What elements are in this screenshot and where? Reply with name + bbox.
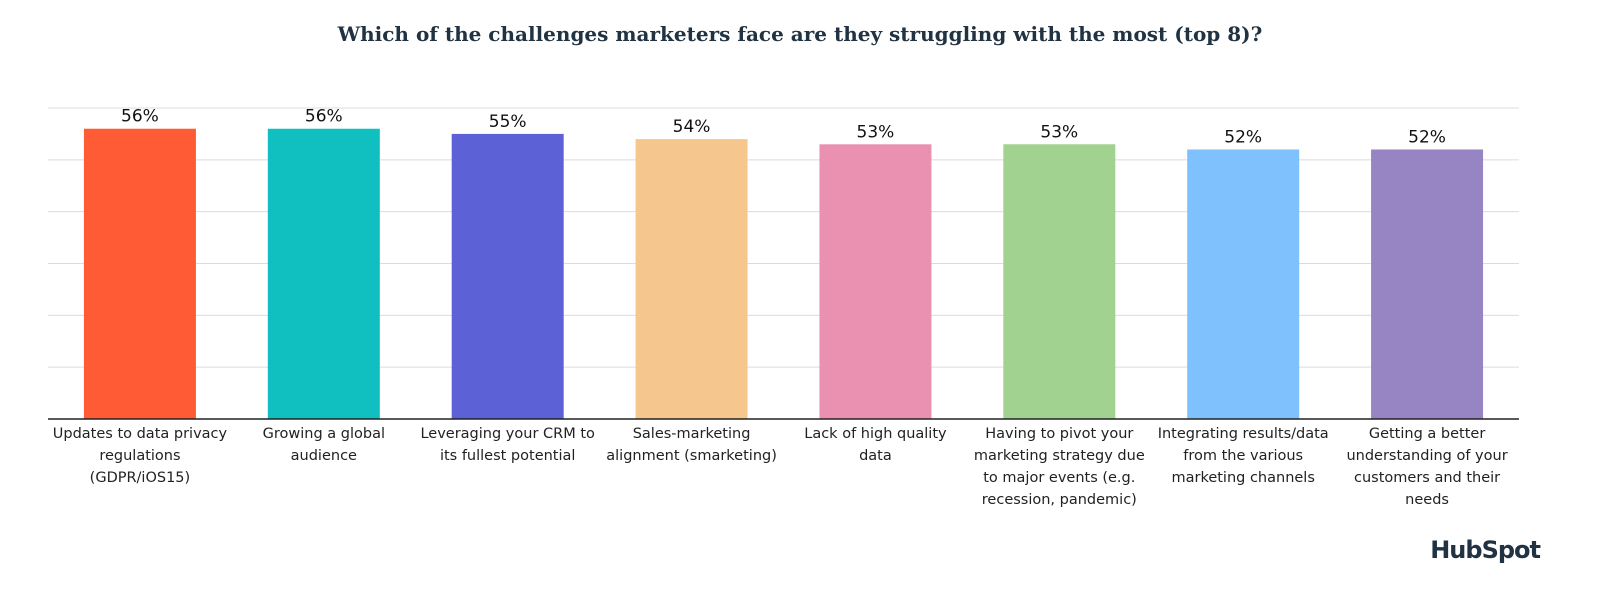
value-label: 53% [1040,122,1078,142]
value-label: 52% [1224,127,1262,147]
value-label: 53% [857,122,895,142]
bar [1187,149,1300,419]
x-tick-label: Growing a global audience [262,426,385,464]
bar [83,128,196,419]
value-label: 54% [673,117,711,137]
bar [451,133,564,419]
x-tick-label: Integrating results/data from the variou… [1157,426,1329,486]
x-tick-label: Updates to data privacy regulations (GDP… [52,426,228,486]
value-label: 56% [121,107,159,127]
brand-logo: HubSpot [1430,536,1541,564]
x-tick-label: Lack of high quality data [804,426,947,464]
value-label: 52% [1408,127,1446,147]
bar [267,128,380,419]
x-tick-label: Having to pivot your marketing strategy … [973,426,1145,508]
x-tick-label: Leveraging your CRM to its fullest poten… [420,426,595,464]
bar [1003,144,1116,420]
bar [635,139,748,419]
bar [819,144,932,420]
x-tick-label: Getting a better understanding of your c… [1346,426,1508,508]
x-tick-label: Sales-marketing alignment (smarketing) [606,426,777,464]
value-label: 56% [305,107,343,127]
bar [1371,149,1484,419]
chart-title: Which of the challenges marketers face a… [337,22,1263,46]
value-label: 55% [489,112,527,132]
